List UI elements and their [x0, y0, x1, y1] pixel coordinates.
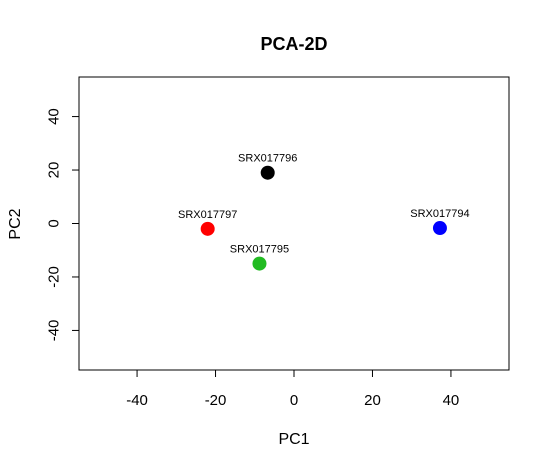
data-points: SRX017796 SRX017797 SRX017795 SRX017794 [178, 153, 470, 271]
y-tick-label: -20 [46, 266, 63, 288]
y-axis-label: PC2 [7, 208, 24, 239]
x-tick-label: 20 [364, 392, 381, 409]
data-point [432, 221, 447, 236]
y-tick-label: 20 [46, 162, 63, 179]
data-point-label: SRX017795 [230, 244, 289, 256]
y-tick-label: 0 [46, 219, 63, 227]
y-tick-label: 40 [46, 108, 63, 125]
data-point-label: SRX017794 [410, 208, 469, 220]
data-point-label: SRX017796 [238, 153, 297, 165]
chart-title: PCA-2D [260, 34, 327, 54]
y-axis: -40 -20 0 20 40 [46, 108, 80, 341]
data-point-label: SRX017797 [178, 209, 237, 221]
data-point [200, 221, 215, 236]
y-tick-label: -40 [46, 320, 63, 342]
x-tick-label: 0 [290, 392, 298, 409]
data-point [260, 165, 275, 180]
x-tick-label: 40 [443, 392, 460, 409]
x-axis-label: PC1 [278, 431, 309, 448]
x-tick-label: -40 [126, 392, 148, 409]
x-axis: -40 -20 0 20 40 [126, 369, 460, 409]
x-tick-label: -20 [205, 392, 227, 409]
data-point [252, 256, 267, 271]
